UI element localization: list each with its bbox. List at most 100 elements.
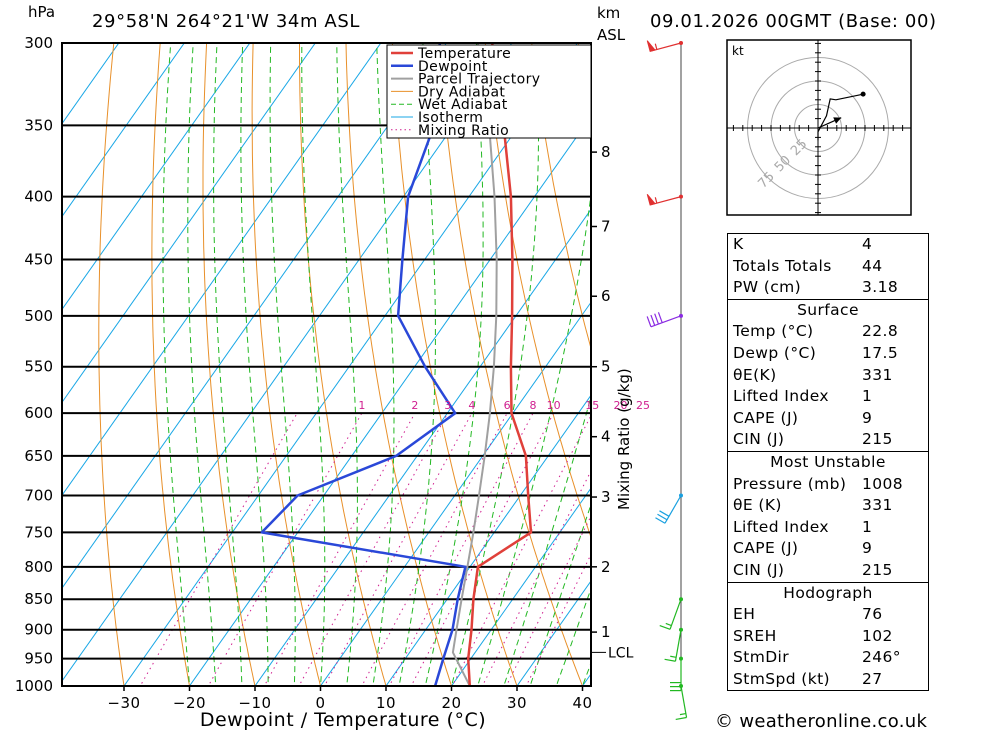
wind-barb-feather <box>657 312 663 323</box>
km-label: km <box>597 4 620 22</box>
stat-row-sreh: SREH 102 <box>733 626 893 645</box>
dry-adiabat-line <box>98 43 125 686</box>
hodograph-title: Hodograph <box>728 581 928 605</box>
pressure-tick-label: 450 <box>24 251 53 269</box>
isotherm-line <box>62 43 120 125</box>
wind-barb-feather <box>654 313 660 325</box>
temp-tick-label: −10 <box>238 694 271 712</box>
pressure-tick-label: 650 <box>24 447 53 465</box>
wet-adiabat-line <box>529 502 591 686</box>
mixing-ratio-value: 25 <box>636 399 650 412</box>
mixing-ratio-line <box>410 412 555 686</box>
sounding-profiles <box>260 43 533 686</box>
km-tick-label: 8 <box>601 143 611 161</box>
stat-row-mu-cape: CAPE (J) 9 <box>733 539 873 558</box>
plot-frame <box>61 42 592 687</box>
wind-barb-feather <box>675 716 687 721</box>
mixing-ratio-labels: 1 2 3 4 6 8 10 15 20 25 <box>358 399 650 412</box>
pressure-tick-label: 950 <box>24 650 53 668</box>
pressure-tick-label: 750 <box>24 523 53 541</box>
temp-tick-label: 40 <box>572 694 592 712</box>
hpa-label: hPa <box>28 3 55 21</box>
mixing-ratio-value: 20 <box>614 399 628 412</box>
profile-parcel-trajectory <box>451 43 498 686</box>
legend-entry: Mixing Ratio <box>418 123 509 139</box>
pressure-tick-label: 800 <box>24 558 53 576</box>
mixing-ratio-line <box>451 414 591 686</box>
mixing-ratio-line <box>525 553 591 686</box>
pressure-tick-label: 850 <box>24 590 53 608</box>
temp-tick-label: 20 <box>441 694 461 712</box>
legend-entry: Parcel Trajectory <box>418 72 540 88</box>
wet-adiabat-line <box>398 43 436 686</box>
hodograph-unit-label: kt <box>732 44 744 58</box>
mixing-ratio-value: 15 <box>585 399 599 412</box>
legend-entry: Isotherm <box>418 110 483 126</box>
pressure-tick-label: 900 <box>24 621 53 639</box>
isotherm-line <box>516 580 591 686</box>
wet-adiabat-line <box>213 43 243 686</box>
legend-entry: Temperature <box>417 46 511 62</box>
stat-row-cin: CIN (J) 215 <box>733 430 893 449</box>
dry-adiabat-line <box>531 43 591 351</box>
dry-adiabat-line <box>202 43 256 686</box>
storm-motion-arrowhead <box>833 117 842 124</box>
wind-barb-feather <box>654 197 658 204</box>
wind-barb-feather <box>664 658 676 662</box>
stat-row-mu-pressure: Pressure (mb) 1008 <box>733 474 904 493</box>
pressure-tick-label: 300 <box>24 34 53 52</box>
wet-adiabat-line <box>301 43 326 686</box>
legend-entry: Dry Adiabat <box>418 84 505 100</box>
wind-barb-staff <box>650 315 682 328</box>
wind-barb-staff <box>664 495 682 524</box>
hodograph-section: EH 76 SREH 102 StmDir 246° StmSpd (kt) 27 <box>728 604 928 690</box>
wind-barb-feather <box>659 510 670 517</box>
pressure-tick-label: 600 <box>24 404 53 422</box>
wet-adiabat-line <box>424 43 484 686</box>
hodograph-track <box>817 93 864 141</box>
unstable-section: Pressure (mb) 1008 θE (K) 331 Lifted Index… <box>728 474 928 582</box>
pressure-tick-label: 350 <box>24 116 53 134</box>
profile-temperature <box>466 43 533 686</box>
km-tick-label: 3 <box>601 488 611 506</box>
dry-adiabat-line <box>299 43 387 686</box>
wind-barb-feather <box>659 624 671 630</box>
wind-barbs <box>646 40 688 721</box>
stat-row-thetae: θE(K) 331 <box>733 365 893 384</box>
mixing-ratio-line <box>481 469 591 686</box>
wind-barb-feather <box>650 314 656 326</box>
wet-adiabat-line <box>503 395 591 686</box>
isotherm-line <box>450 487 591 686</box>
pressure-tick-label: 500 <box>24 307 53 325</box>
mixing-ratio-line <box>323 412 473 686</box>
dry-adiabat-line <box>391 43 518 686</box>
lcl-label: LCL <box>608 645 634 661</box>
dry-adiabat-line <box>251 43 322 686</box>
stat-row-stmspd: StmSpd (kt) 27 <box>733 669 883 688</box>
wet-adiabat-line <box>372 43 395 686</box>
mixing-ratio-value: 1 <box>358 399 365 412</box>
km-tick-label: 1 <box>601 623 611 641</box>
pressure-tick-label: 400 <box>24 188 53 206</box>
stat-row-stmdir: StmDir 246° <box>733 648 901 667</box>
location-title: 29°58'N 264°21'W 34m ASL <box>92 11 360 32</box>
asl-label: ASL <box>597 26 626 44</box>
stat-row-temp: Temp (°C) 22.8 <box>733 322 899 341</box>
isotherm-line <box>188 115 591 686</box>
wind-barb-feather <box>655 517 666 524</box>
isotherm-line <box>62 43 382 497</box>
stat-row-dewp: Dewp (°C) 17.5 <box>733 343 899 362</box>
stat-row-mu-cin: CIN (J) 215 <box>733 560 893 579</box>
wet-adiabat-line <box>187 43 217 686</box>
isotherm-line <box>319 301 591 686</box>
stat-row-mu-thetae: θE (K) 331 <box>733 496 893 515</box>
stat-row-cape: CAPE (J) 9 <box>733 408 873 427</box>
temp-tick-label: 30 <box>507 694 527 712</box>
surface-title: Surface <box>728 298 928 322</box>
mixing-ratio-line <box>388 412 534 686</box>
wind-barb-feather <box>670 655 677 658</box>
stat-row-totals: Totals Totals 44 <box>733 256 883 275</box>
stat-row-eh: EH 76 <box>733 605 883 624</box>
